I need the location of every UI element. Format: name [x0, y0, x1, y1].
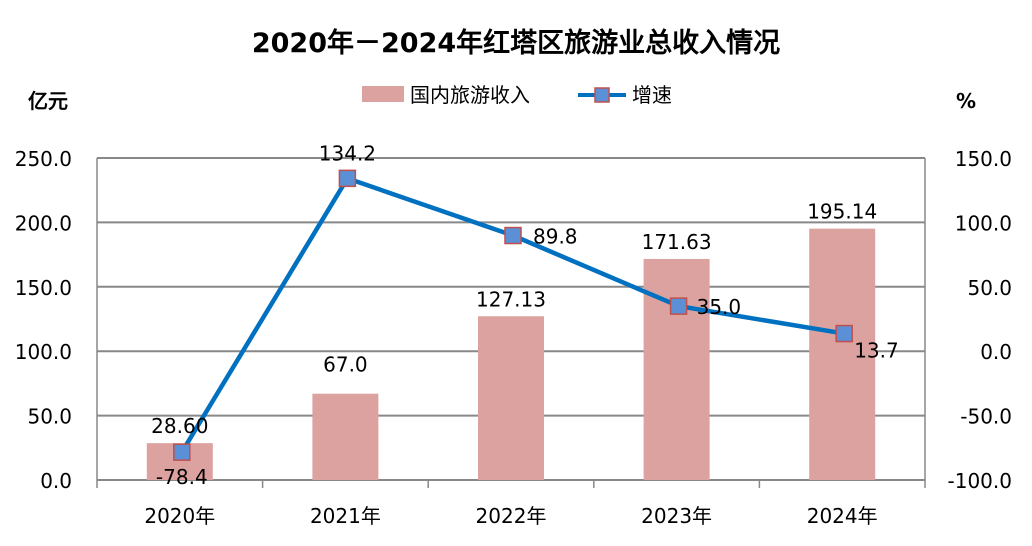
legend: 国内旅游收入 增速 — [362, 83, 672, 107]
line-marker — [338, 169, 357, 188]
right-tick-label: 100.0 — [955, 211, 1012, 235]
bar — [478, 316, 544, 480]
left-tick-label: 250.0 — [15, 147, 72, 171]
line-data-label: 134.2 — [319, 141, 376, 165]
x-tick-label: 2021年 — [310, 504, 381, 528]
left-tick-label: 50.0 — [27, 405, 72, 429]
left-tick-label: 150.0 — [15, 276, 72, 300]
line-data-label: 35.0 — [697, 295, 742, 319]
bar — [312, 393, 379, 480]
line-marker — [173, 443, 191, 461]
line-marker — [835, 324, 853, 343]
bar-data-label: 28.60 — [151, 414, 208, 438]
right-tick-label: -100.0 — [948, 469, 1012, 493]
right-tick-label: -50.0 — [960, 405, 1012, 429]
bar — [643, 258, 710, 480]
legend-line-marker — [594, 87, 610, 103]
bar-data-label: 171.63 — [642, 230, 712, 254]
right-tick-label: 150.0 — [955, 147, 1012, 171]
left-axis-label: 亿元 — [28, 89, 68, 113]
legend-line-label: 增速 — [632, 83, 672, 107]
bar — [809, 228, 876, 480]
line-data-label: 13.7 — [854, 339, 899, 363]
left-tick-label: 100.0 — [15, 340, 72, 364]
legend-bar-swatch — [362, 86, 404, 102]
line-marker — [669, 297, 688, 315]
left-tick-label: 200.0 — [15, 211, 72, 235]
x-tick-label: 2024年 — [807, 504, 878, 528]
bar-data-label: 195.14 — [807, 200, 877, 224]
bar-data-label: 127.13 — [476, 287, 546, 311]
chart-title: 2020年－2024年红塔区旅游业总收入情况 — [252, 27, 780, 59]
line-marker — [504, 226, 522, 245]
line-data-label: 89.8 — [533, 225, 578, 249]
legend-bar-label: 国内旅游收入 — [410, 83, 530, 107]
x-tick-label: 2020年 — [144, 504, 215, 528]
x-tick-label: 2022年 — [476, 504, 547, 528]
right-axis-label: % — [956, 89, 976, 113]
line-data-label: -78.4 — [156, 465, 208, 489]
right-tick-label: 0.0 — [980, 340, 1012, 364]
bar-data-label: 67.0 — [323, 353, 368, 377]
right-tick-label: 50.0 — [967, 276, 1012, 300]
x-tick-label: 2023年 — [641, 504, 712, 528]
left-tick-label: 0.0 — [40, 469, 72, 493]
